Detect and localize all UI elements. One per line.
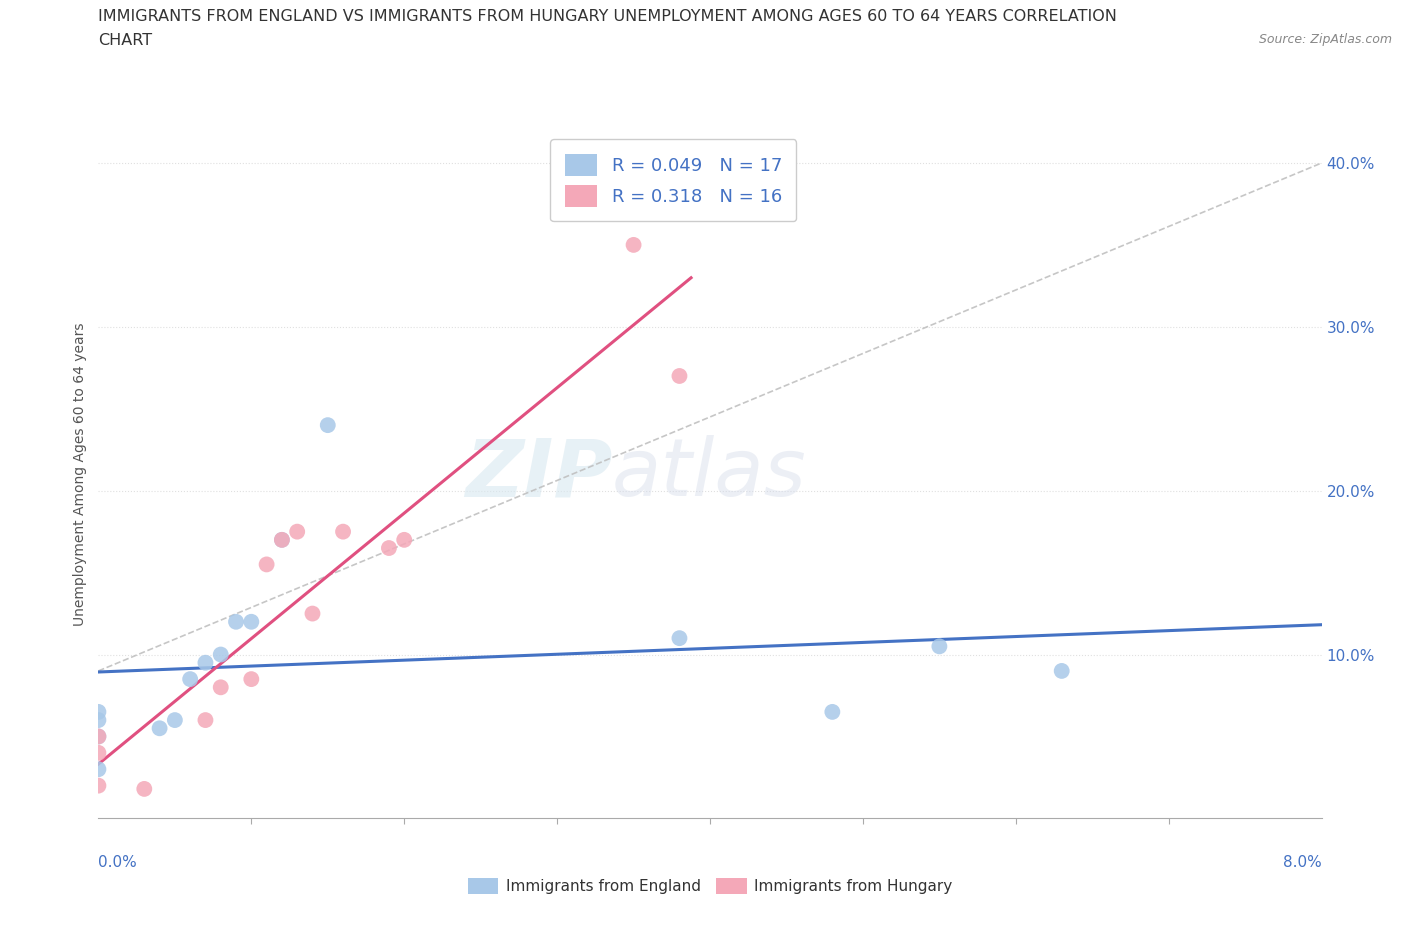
Y-axis label: Unemployment Among Ages 60 to 64 years: Unemployment Among Ages 60 to 64 years (73, 323, 87, 626)
Point (270, 532, 294, 547)
Point (623, 237, 645, 252)
Text: ZIP: ZIP (465, 435, 612, 513)
Point (163, 712, 186, 727)
Point (378, 540, 401, 555)
Point (87, 729, 110, 744)
Point (270, 532, 294, 547)
Point (87, 778, 110, 793)
Legend: R = 0.049   N = 17, R = 0.318   N = 16: R = 0.049 N = 17, R = 0.318 N = 16 (550, 140, 796, 221)
Point (1050, 663, 1073, 678)
Point (668, 631, 690, 645)
Point (256, 557, 278, 572)
Point (87, 704, 110, 719)
Text: 0.0%: 0.0% (98, 855, 138, 870)
Point (194, 712, 217, 727)
Point (209, 647, 232, 662)
Point (149, 721, 172, 736)
Point (87, 729, 110, 744)
Point (821, 704, 844, 719)
Point (225, 615, 247, 630)
Text: IMMIGRANTS FROM ENGLAND VS IMMIGRANTS FROM HUNGARY UNEMPLOYMENT AMONG AGES 60 TO: IMMIGRANTS FROM ENGLAND VS IMMIGRANTS FR… (98, 9, 1118, 24)
Point (240, 671, 263, 686)
Point (332, 525, 354, 539)
Point (179, 671, 201, 686)
Point (668, 368, 690, 383)
Point (87, 712, 110, 727)
Point (301, 606, 323, 621)
Point (285, 525, 308, 539)
Text: CHART: CHART (98, 33, 152, 47)
Text: Source: ZipAtlas.com: Source: ZipAtlas.com (1258, 33, 1392, 46)
Point (316, 418, 339, 432)
Point (928, 639, 950, 654)
Point (209, 680, 232, 695)
Text: 8.0%: 8.0% (1282, 855, 1322, 870)
Point (134, 781, 156, 796)
Text: atlas: atlas (612, 435, 807, 513)
Point (392, 532, 416, 547)
Point (87, 762, 110, 777)
Point (240, 615, 263, 630)
Point (194, 656, 217, 671)
Point (87, 746, 110, 761)
